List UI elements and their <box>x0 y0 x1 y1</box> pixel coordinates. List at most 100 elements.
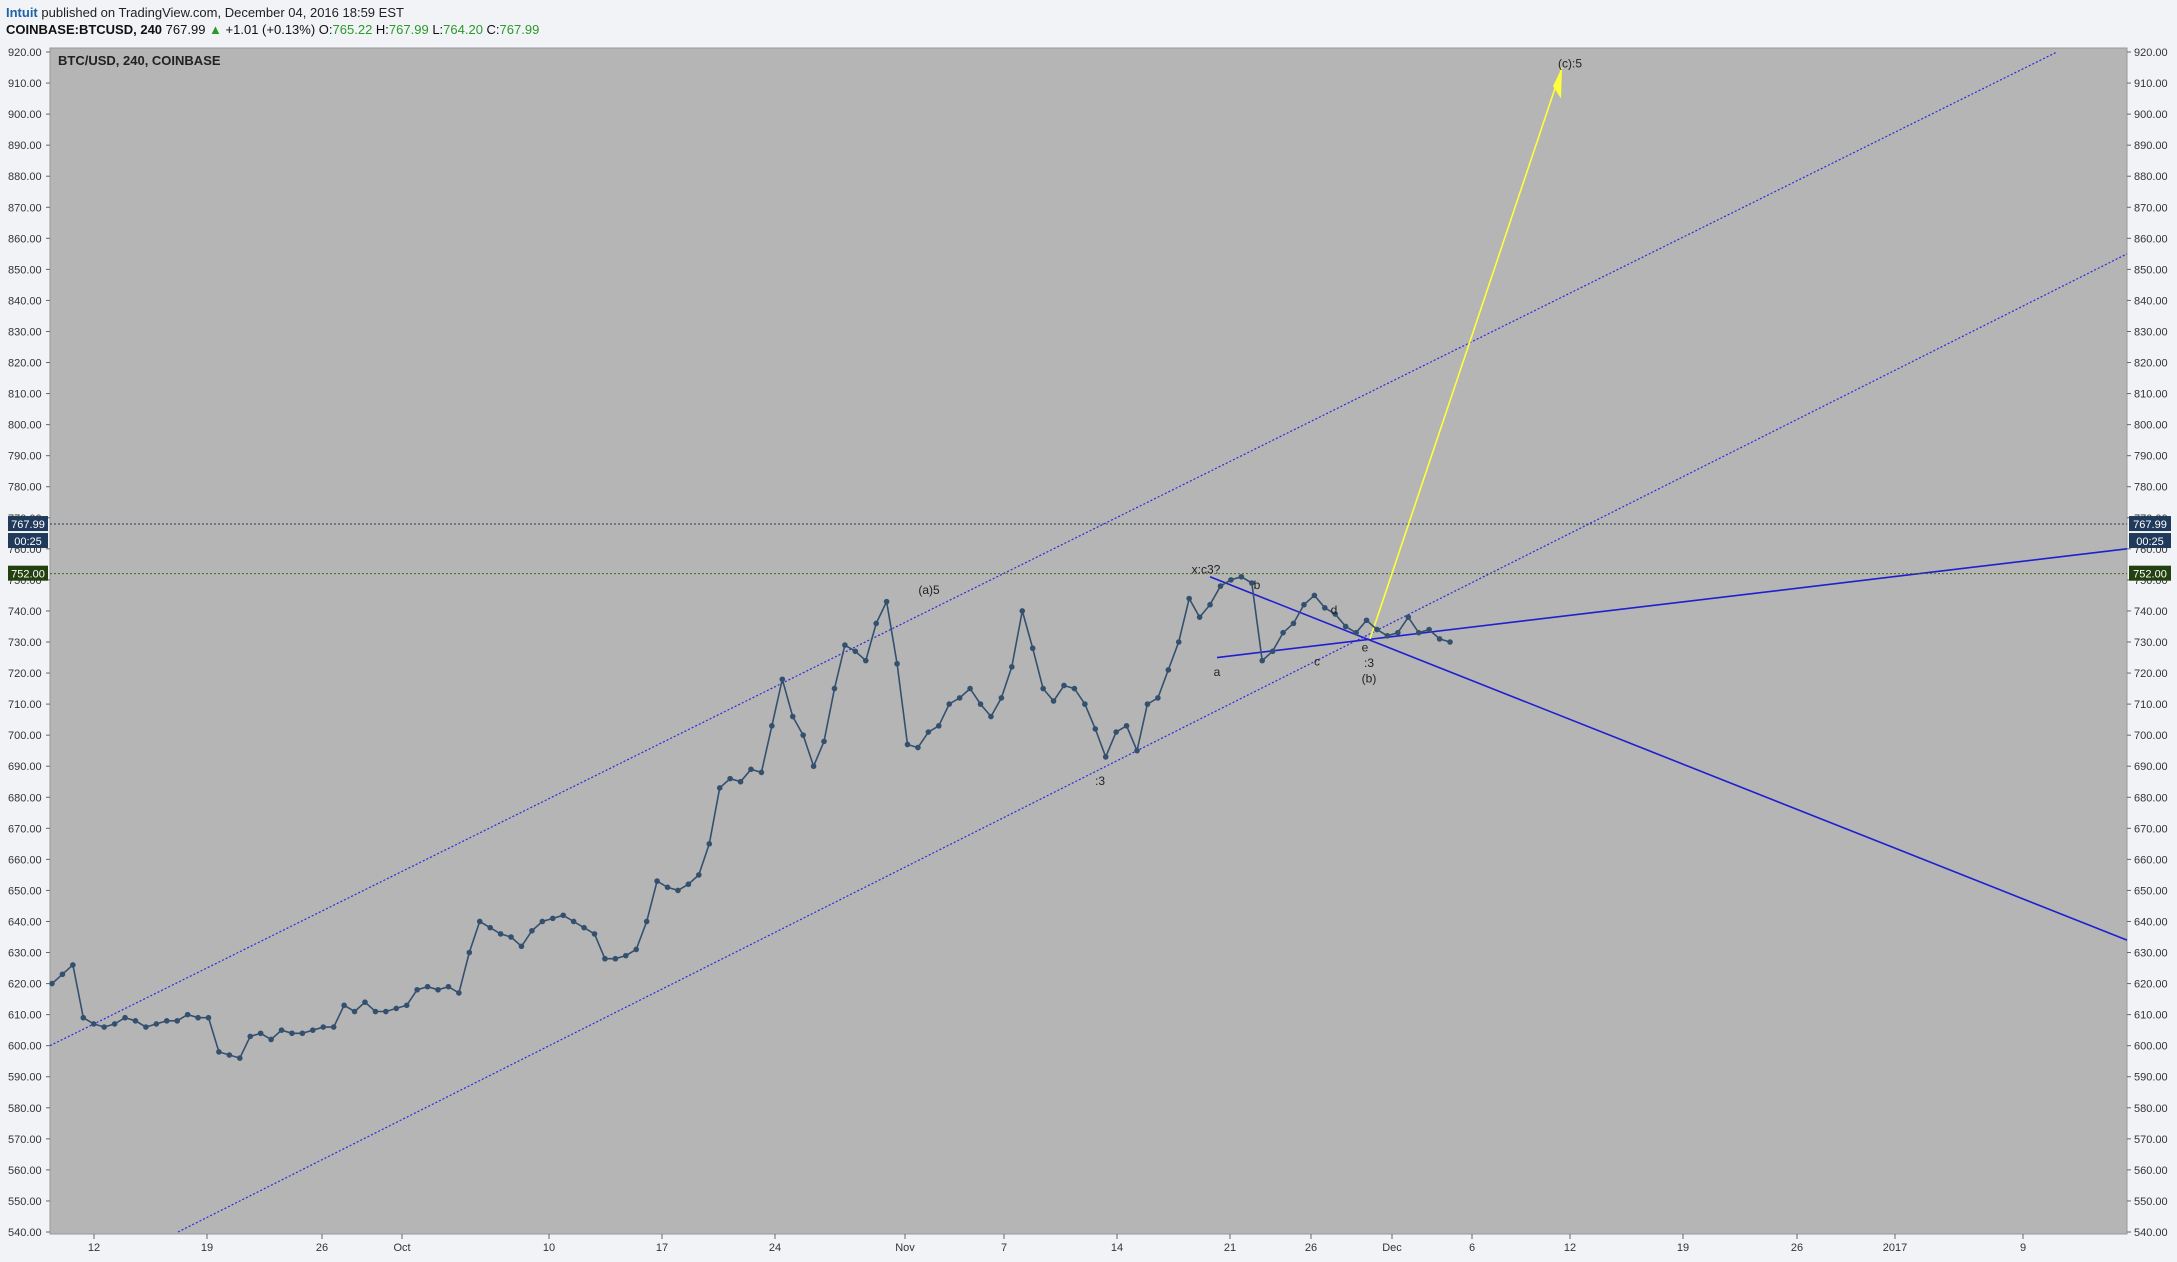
price-point[interactable] <box>508 934 514 940</box>
price-point[interactable] <box>935 723 942 729</box>
price-point[interactable] <box>278 1027 285 1033</box>
price-point[interactable] <box>842 642 848 648</box>
price-point[interactable] <box>341 1002 347 1009</box>
price-point[interactable] <box>362 999 368 1006</box>
price-point[interactable] <box>581 924 587 931</box>
price-point[interactable] <box>852 648 859 655</box>
price-point[interactable] <box>456 990 462 996</box>
price-point[interactable] <box>894 660 900 667</box>
price-point[interactable] <box>706 841 713 847</box>
author-link[interactable]: Intuit <box>6 5 38 20</box>
price-point[interactable] <box>696 872 702 878</box>
price-point[interactable] <box>549 915 556 922</box>
price-point[interactable] <box>1322 605 1328 611</box>
price-point[interactable] <box>675 887 681 894</box>
price-point[interactable] <box>727 775 733 782</box>
price-point[interactable] <box>111 1021 118 1027</box>
price-point[interactable] <box>1228 577 1234 583</box>
price-point[interactable] <box>310 1027 316 1033</box>
price-point[interactable] <box>49 980 55 987</box>
price-point[interactable] <box>560 912 567 919</box>
price-point[interactable] <box>716 785 723 791</box>
price-point[interactable] <box>1061 682 1067 689</box>
price-point[interactable] <box>633 946 640 953</box>
price-point[interactable] <box>122 1014 128 1021</box>
price-point[interactable] <box>205 1014 212 1021</box>
price-point[interactable] <box>90 1021 97 1027</box>
price-point[interactable] <box>956 695 963 701</box>
price-point[interactable] <box>1342 623 1349 630</box>
price-point[interactable] <box>904 741 911 748</box>
price-point[interactable] <box>1040 685 1046 692</box>
price-point[interactable] <box>988 713 994 720</box>
price-point[interactable] <box>925 729 932 735</box>
price-point[interactable] <box>748 766 754 773</box>
price-point[interactable] <box>591 931 598 937</box>
price-point[interactable] <box>915 744 921 751</box>
price-point[interactable] <box>226 1052 233 1058</box>
price-point[interactable] <box>1196 614 1203 620</box>
price-point[interactable] <box>1290 620 1297 627</box>
price-point[interactable] <box>1436 636 1443 642</box>
price-point[interactable] <box>1175 639 1182 645</box>
price-point[interactable] <box>383 1008 389 1015</box>
price-point[interactable] <box>445 983 452 990</box>
price-point[interactable] <box>1280 629 1286 636</box>
price-point[interactable] <box>153 1021 160 1027</box>
price-point[interactable] <box>1029 645 1036 652</box>
price-point[interactable] <box>1395 629 1401 636</box>
price-point[interactable] <box>351 1008 358 1015</box>
price-point[interactable] <box>602 955 608 962</box>
price-point[interactable] <box>1384 632 1391 639</box>
price-point[interactable] <box>247 1033 254 1040</box>
price-point[interactable] <box>1009 664 1015 670</box>
price-point[interactable] <box>393 1005 400 1012</box>
price-point[interactable] <box>101 1024 107 1030</box>
price-point[interactable] <box>143 1024 149 1030</box>
price-point[interactable] <box>184 1011 191 1018</box>
price-point[interactable] <box>1071 685 1078 692</box>
price-point[interactable] <box>174 1018 180 1024</box>
price-point[interactable] <box>1426 626 1432 633</box>
price-point[interactable] <box>424 983 431 990</box>
price-point[interactable] <box>435 986 441 993</box>
price-point[interactable] <box>769 723 775 729</box>
price-point[interactable] <box>1405 614 1412 620</box>
price-point[interactable] <box>132 1018 139 1024</box>
price-point[interactable] <box>466 949 473 956</box>
price-point[interactable] <box>1447 639 1453 645</box>
price-point[interactable] <box>289 1030 295 1037</box>
price-point[interactable] <box>257 1030 264 1037</box>
price-point[interactable] <box>1248 580 1255 586</box>
price-point[interactable] <box>1144 701 1151 707</box>
price-point[interactable] <box>1092 726 1099 732</box>
price-point[interactable] <box>779 676 786 683</box>
price-point[interactable] <box>1155 695 1161 701</box>
price-point[interactable] <box>1082 701 1088 707</box>
price-point[interactable] <box>476 918 483 925</box>
price-point[interactable] <box>372 1008 379 1015</box>
price-point[interactable] <box>1123 723 1130 729</box>
price-point[interactable] <box>1269 648 1276 655</box>
price-point[interactable] <box>977 701 984 707</box>
price-point[interactable] <box>1301 601 1307 608</box>
price-point[interactable] <box>1374 626 1380 633</box>
price-point[interactable] <box>967 685 973 692</box>
price-point[interactable] <box>70 962 76 968</box>
price-point[interactable] <box>737 778 744 785</box>
price-point[interactable] <box>330 1024 337 1030</box>
price-point[interactable] <box>623 952 629 959</box>
price-point[interactable] <box>1332 611 1339 617</box>
price-point[interactable] <box>539 918 546 925</box>
price-point[interactable] <box>810 763 817 770</box>
price-point[interactable] <box>1353 629 1359 636</box>
price-point[interactable] <box>163 1018 170 1024</box>
price-point[interactable] <box>1134 747 1140 754</box>
price-point[interactable] <box>195 1014 201 1021</box>
price-point[interactable] <box>1415 629 1422 636</box>
price-point[interactable] <box>414 986 420 993</box>
price-point[interactable] <box>268 1036 274 1043</box>
price-point[interactable] <box>236 1055 243 1061</box>
price-point[interactable] <box>1363 617 1370 624</box>
